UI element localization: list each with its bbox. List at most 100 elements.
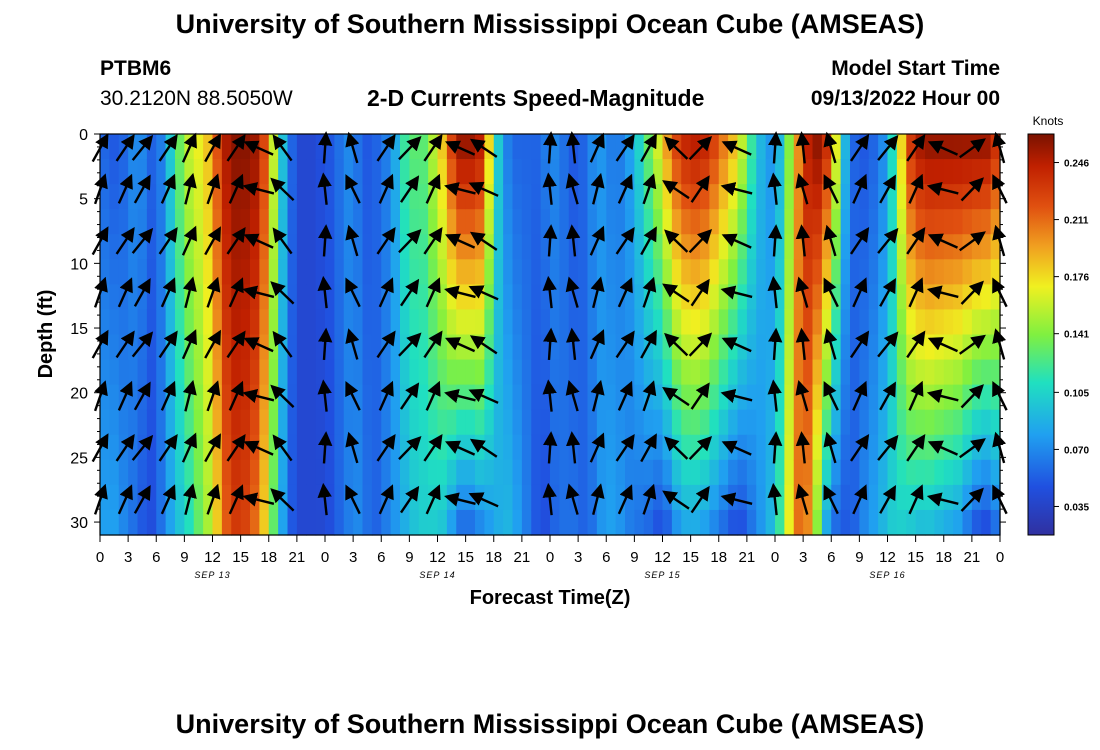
heatmap-cell bbox=[784, 434, 795, 461]
heatmap-cell bbox=[596, 359, 607, 386]
heatmap-cell bbox=[915, 384, 926, 411]
heatmap-cell bbox=[887, 209, 898, 235]
heatmap-cell bbox=[831, 234, 842, 260]
heatmap-cell bbox=[175, 184, 185, 210]
current-vector-arrow bbox=[543, 224, 558, 257]
heatmap-cell bbox=[221, 259, 232, 285]
heatmap-cell bbox=[193, 134, 204, 160]
heatmap-cell bbox=[437, 309, 448, 336]
footer-title: University of Southern Mississippi Ocean… bbox=[175, 709, 925, 739]
heatmap-cell bbox=[531, 309, 542, 336]
heatmap-cell bbox=[343, 234, 354, 260]
heatmap-cell bbox=[934, 284, 945, 311]
heatmap-cell bbox=[306, 159, 317, 185]
heatmap-cell bbox=[559, 484, 570, 511]
heatmap-cell bbox=[418, 434, 429, 461]
current-vector-arrow bbox=[398, 228, 422, 254]
heatmap-cell bbox=[850, 284, 860, 311]
heatmap-cell bbox=[700, 234, 710, 260]
heatmap-cell bbox=[315, 284, 326, 311]
heatmap-cell bbox=[728, 259, 739, 285]
heatmap-cell bbox=[718, 209, 729, 235]
heatmap-cell bbox=[878, 359, 889, 386]
heatmap-cell bbox=[353, 259, 364, 285]
heatmap-cell bbox=[109, 309, 120, 336]
heatmap-cell bbox=[653, 134, 664, 160]
heatmap-cell bbox=[456, 184, 467, 210]
heatmap-cell bbox=[671, 234, 682, 260]
heatmap-cell bbox=[540, 459, 551, 486]
heatmap-cell bbox=[756, 409, 767, 436]
current-vector-arrow bbox=[345, 328, 360, 360]
heatmap-cell bbox=[850, 384, 860, 411]
heatmap-cell bbox=[653, 209, 664, 235]
current-vector-arrow bbox=[469, 335, 498, 355]
heatmap-cell bbox=[737, 409, 748, 436]
heatmap-cell bbox=[803, 234, 814, 260]
heatmap-cell bbox=[521, 234, 532, 260]
heatmap-cell bbox=[231, 284, 242, 311]
current-vector-arrow bbox=[690, 485, 710, 514]
heatmap-cell bbox=[643, 184, 654, 210]
heatmap-cell bbox=[784, 184, 795, 210]
heatmap-cell bbox=[765, 284, 776, 311]
current-vector-arrow bbox=[565, 483, 580, 515]
heatmap-cell bbox=[718, 334, 729, 361]
heatmap-cell bbox=[859, 159, 870, 185]
heatmap-cell bbox=[943, 209, 954, 235]
heatmap-cell bbox=[850, 459, 860, 486]
x-tick-label: 12 bbox=[204, 549, 221, 566]
heatmap-cell bbox=[325, 234, 335, 260]
heatmap-cell bbox=[681, 334, 692, 361]
heatmap-cell bbox=[831, 509, 842, 536]
heatmap-cell bbox=[896, 384, 907, 411]
heatmap-cell bbox=[250, 334, 260, 361]
heatmap-cell bbox=[493, 284, 504, 311]
heatmap-cell bbox=[456, 209, 467, 235]
heatmap-cell bbox=[756, 509, 767, 536]
heatmap-cell bbox=[362, 134, 373, 160]
heatmap-cell bbox=[521, 334, 532, 361]
heatmap-cell bbox=[390, 509, 401, 536]
heatmap-cell bbox=[521, 284, 532, 311]
heatmap-cell bbox=[343, 509, 354, 536]
current-vector-arrow bbox=[181, 432, 197, 463]
y-tick-label: 0 bbox=[79, 127, 88, 144]
heatmap-cell bbox=[662, 234, 673, 260]
heatmap-cell bbox=[821, 184, 832, 210]
heatmap-cell bbox=[746, 234, 757, 260]
heatmap-cell bbox=[409, 209, 420, 235]
heatmap-cell bbox=[634, 234, 645, 260]
current-vector-arrow bbox=[542, 482, 557, 516]
heatmap-cell bbox=[193, 359, 204, 386]
heatmap-cell bbox=[362, 434, 373, 461]
heatmap-cell bbox=[503, 159, 514, 185]
heatmap-cell bbox=[287, 384, 298, 411]
heatmap-cell bbox=[409, 359, 420, 386]
heatmap-cell bbox=[887, 334, 898, 361]
heatmap-cell bbox=[240, 184, 251, 210]
heatmap-cell bbox=[578, 484, 589, 511]
current-vector-arrow bbox=[378, 277, 394, 308]
heatmap-cell bbox=[915, 284, 926, 311]
heatmap-cell bbox=[643, 459, 654, 486]
heatmap-cell bbox=[362, 234, 373, 260]
heatmap-cell bbox=[128, 459, 139, 486]
heatmap-cell bbox=[475, 234, 485, 260]
heatmap-cell bbox=[671, 309, 682, 336]
date-label: SEP 14 bbox=[419, 570, 455, 580]
current-vector-arrow bbox=[662, 283, 690, 303]
current-vector-arrow bbox=[115, 227, 135, 255]
heatmap-cell bbox=[418, 159, 429, 185]
heatmap-cell bbox=[850, 484, 860, 511]
heatmap-cell bbox=[315, 134, 326, 160]
heatmap-cell bbox=[493, 159, 504, 185]
heatmap-cell bbox=[100, 259, 110, 285]
heatmap-cell bbox=[240, 209, 251, 235]
heatmap-cell bbox=[793, 134, 804, 160]
heatmap-cell bbox=[756, 184, 767, 210]
heatmap-cell bbox=[850, 134, 860, 160]
heatmap-cell bbox=[662, 184, 673, 210]
heatmap-cell bbox=[203, 334, 214, 361]
heatmap-cell bbox=[362, 209, 373, 235]
